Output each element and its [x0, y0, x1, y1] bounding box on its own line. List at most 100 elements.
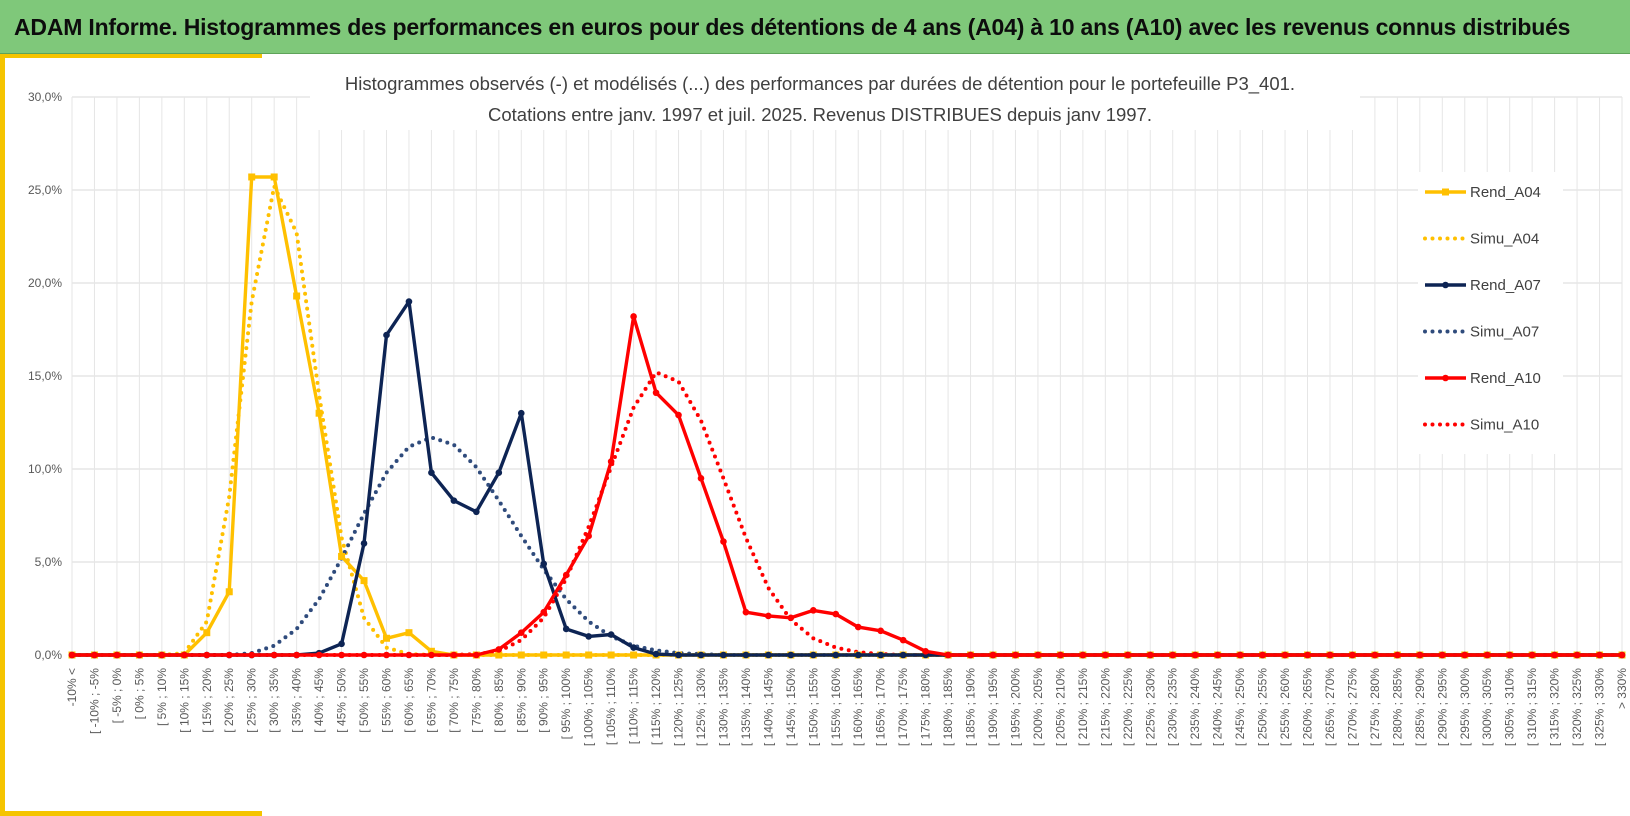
data-point: [1506, 651, 1513, 659]
x-tick-label: [ 5% ; 10%: [155, 668, 169, 726]
legend-marker: [1442, 188, 1449, 196]
x-tick-label: [ 60% ; 65%: [402, 668, 416, 733]
data-point: [877, 627, 884, 635]
series-line: [70, 184, 1624, 657]
x-tick-label: [ 155% ; 160%: [829, 668, 843, 746]
data-point: [517, 629, 525, 636]
x-tick-label: [ 270% ; 275%: [1345, 668, 1359, 746]
data-point: [585, 633, 592, 640]
x-tick-label: [ 40% ; 45%: [312, 668, 326, 733]
data-point: [787, 651, 795, 659]
report-banner: ADAM Informe. Histogrammes des performan…: [0, 0, 1630, 54]
data-point: [1102, 651, 1109, 659]
series-rend_a07: [68, 298, 1626, 659]
data-point: [517, 409, 525, 417]
data-point: [248, 173, 256, 181]
data-point: [1124, 651, 1132, 659]
data-point: [562, 651, 570, 659]
data-point: [427, 647, 435, 655]
data-point: [1371, 651, 1379, 659]
data-point: [360, 540, 368, 547]
legend-label: Simu_A10: [1470, 417, 1539, 434]
data-point: [1259, 651, 1266, 659]
x-tick-label: [ 160% ; 165%: [851, 668, 865, 746]
x-tick-label: [ 50% ; 55%: [357, 668, 371, 733]
x-tick-label: [ 180% ; 185%: [941, 668, 955, 746]
data-point: [765, 612, 772, 620]
x-tick-label: [ 135% ; 140%: [739, 668, 753, 746]
x-tick-label: [ 285% ; 290%: [1413, 668, 1427, 746]
data-point: [1461, 651, 1469, 659]
x-axis: -10% < [ -10% ; -5% [ -5% ; 0% [ 0% ; 5% [ 5…: [65, 668, 1629, 746]
legend-entry-rend_a07: Rend_A07: [1425, 277, 1541, 294]
data-point: [1146, 651, 1154, 659]
data-point: [675, 651, 682, 659]
chart-title-line-1: Histogrammes observés (-) et modélisés (…: [345, 73, 1295, 95]
x-tick-label: [ 125% ; 130%: [694, 668, 708, 746]
data-point: [607, 651, 615, 659]
data-point: [315, 651, 323, 659]
x-tick-label: [ 165% ; 170%: [874, 668, 888, 746]
x-tick-label: [ 220% ; 225%: [1121, 668, 1135, 746]
data-point: [1236, 651, 1244, 659]
data-point: [720, 651, 727, 659]
data-point: [360, 577, 368, 585]
x-tick-label: [ 100% ; 105%: [582, 668, 596, 746]
legend-entry-simu_a07: Simu_A07: [1423, 324, 1539, 341]
legend-label: Simu_A07: [1470, 324, 1539, 341]
data-point: [540, 608, 548, 616]
data-point: [270, 651, 278, 659]
data-point: [225, 588, 233, 596]
data-point: [383, 651, 390, 659]
y-tick-label: 15,0%: [28, 369, 62, 383]
x-tick-label: [ 15% ; 20%: [200, 668, 214, 733]
y-tick-label: 25,0%: [28, 183, 62, 197]
data-point: [136, 651, 143, 659]
data-point: [652, 650, 660, 658]
x-tick-label: [ 300% ; 305%: [1480, 668, 1494, 746]
series-simu_a10: [70, 370, 1624, 657]
data-point: [338, 552, 346, 560]
series-line: [70, 370, 1624, 657]
data-point: [1596, 651, 1603, 659]
x-tick-label: [ 105% ; 110%: [604, 668, 618, 745]
data-point: [1349, 651, 1356, 659]
data-point: [989, 651, 997, 659]
x-tick-label: [ 195% ; 200%: [1008, 668, 1022, 746]
x-tick-label: [ 290% ; 295%: [1435, 668, 1449, 746]
data-point: [562, 571, 570, 579]
x-tick-label: [ 205% ; 210%: [1053, 668, 1067, 746]
data-point: [630, 651, 638, 659]
data-point: [854, 623, 862, 631]
data-point: [405, 629, 413, 637]
data-point: [495, 651, 503, 659]
x-tick-label: [ 190% ; 195%: [986, 668, 1000, 746]
series-rend_a04: [68, 173, 1626, 659]
x-tick-label: [ 310% ; 315%: [1525, 668, 1539, 746]
x-tick-label: [ 250% ; 255%: [1256, 668, 1270, 746]
data-point: [428, 651, 435, 659]
y-tick-label: 0,0%: [35, 648, 63, 662]
x-tick-label: [ 55% ; 60%: [379, 668, 393, 733]
data-point: [1483, 651, 1491, 659]
data-point: [967, 651, 974, 659]
x-tick-label: [ 170% ; 175%: [896, 668, 910, 746]
accent-frame-top: [0, 54, 262, 58]
data-point: [585, 532, 592, 540]
data-point: [1573, 651, 1581, 659]
data-point: [1618, 651, 1626, 659]
x-tick-label: [ 185% ; 190%: [964, 668, 978, 746]
data-point: [293, 292, 301, 300]
data-point: [742, 608, 750, 616]
chart-title-background: [310, 64, 1360, 130]
data-point: [1034, 651, 1042, 659]
accent-frame-left: [0, 54, 5, 816]
data-point: [382, 634, 390, 642]
data-point: [1214, 651, 1221, 659]
x-tick-label: [ 295% ; 300%: [1458, 668, 1472, 746]
data-point: [1281, 651, 1289, 659]
data-point: [360, 651, 368, 659]
x-tick-label: [ 10% ; 15%: [177, 668, 191, 733]
data-point: [854, 651, 862, 659]
x-tick-label: [ 70% ; 75%: [447, 668, 461, 733]
